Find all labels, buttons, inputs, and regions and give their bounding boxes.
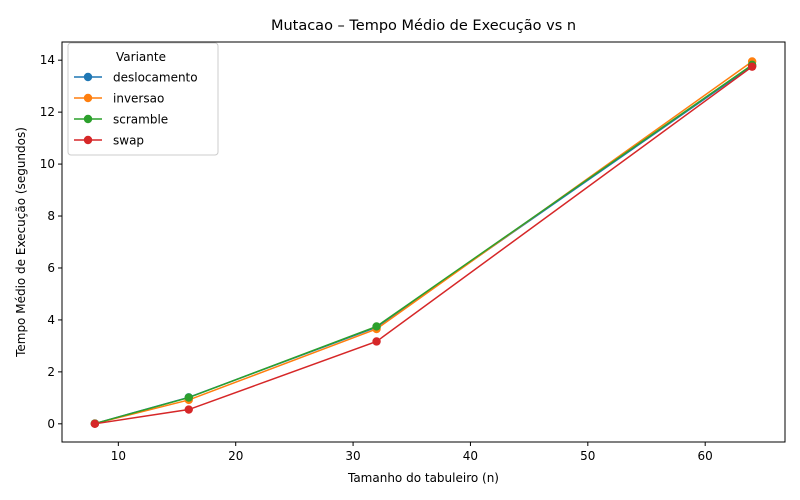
legend-title: Variante (116, 50, 166, 64)
x-axis-label: Tamanho do tabuleiro (n) (347, 471, 499, 485)
x-tick-label: 60 (698, 449, 713, 463)
y-tick-label: 10 (40, 157, 55, 171)
y-tick-label: 0 (47, 417, 55, 431)
legend-label-deslocamento: deslocamento (113, 71, 198, 85)
legend-label-scramble: scramble (113, 113, 168, 127)
data-point-swap (184, 405, 193, 414)
series-line-scramble (94, 64, 753, 425)
legend-marker-scramble (83, 114, 93, 124)
y-tick-label: 14 (40, 53, 55, 67)
x-tick-label: 10 (111, 449, 126, 463)
series-line-swap (94, 66, 753, 425)
legend-items: deslocamento inversao scramble swap (74, 71, 198, 148)
x-tick-label: 40 (463, 449, 478, 463)
y-tick-label: 4 (47, 313, 55, 327)
plot-frame (61, 41, 786, 443)
data-point-swap (90, 419, 100, 429)
data-point-swap (747, 62, 757, 71)
x-tick-label: 30 (345, 449, 360, 463)
plot-area (90, 57, 757, 429)
y-tick-label: 6 (47, 261, 55, 275)
legend-marker-inversao (83, 93, 93, 103)
legend: Variante deslocamento inversao scramble swa… (67, 42, 219, 156)
y-tick-label: 8 (47, 209, 55, 223)
y-tick-label: 2 (47, 365, 55, 379)
x-axis: 10 20 30 40 50 60 (111, 442, 713, 463)
legend-marker-deslocamento (83, 72, 93, 82)
x-tick-label: 20 (228, 449, 243, 463)
chart-title: Mutacao – Tempo Médio de Execução vs n (271, 18, 576, 34)
legend-label-swap: swap (113, 134, 144, 148)
legend-box (67, 42, 219, 156)
legend-marker-swap (83, 135, 93, 145)
y-axis: 0 2 4 6 8 10 12 14 (40, 53, 62, 431)
data-point-scramble (184, 393, 193, 402)
data-point-swap (372, 337, 381, 346)
x-tick-label: 50 (580, 449, 595, 463)
y-axis-label: Tempo Médio de Execução (segundos) (14, 127, 28, 358)
y-tick-label: 12 (40, 105, 55, 119)
legend-label-inversao: inversao (113, 92, 164, 106)
data-point-scramble (372, 322, 381, 331)
